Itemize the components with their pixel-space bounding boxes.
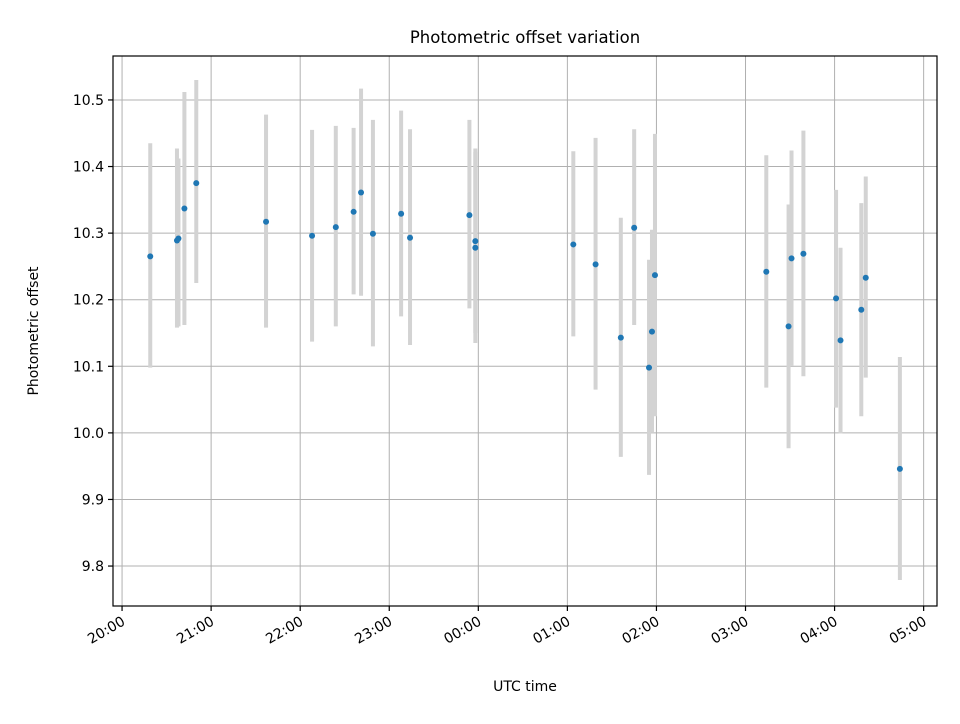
y-tick-label: 9.9: [82, 492, 104, 508]
data-point: [837, 337, 844, 344]
y-tick-label: 10.1: [73, 359, 104, 375]
data-point: [398, 210, 405, 217]
data-point: [646, 364, 653, 371]
data-point: [592, 261, 599, 268]
chart-title: Photometric offset variation: [410, 28, 640, 47]
data-point: [263, 218, 270, 225]
data-point: [833, 295, 840, 302]
data-point: [785, 323, 792, 330]
y-tick-label: 10.3: [73, 226, 104, 242]
data-point: [862, 274, 869, 281]
data-point: [651, 272, 658, 279]
data-point: [369, 230, 376, 237]
data-point: [858, 306, 865, 313]
plot-frame: [112, 55, 938, 607]
data-point: [788, 255, 795, 262]
y-tick-label: 10.5: [73, 93, 104, 109]
data-point: [896, 465, 903, 472]
data-point: [309, 232, 316, 239]
y-tick-label: 10.2: [73, 293, 104, 309]
data-point: [193, 180, 200, 187]
grid: [113, 56, 937, 606]
data-point: [407, 234, 414, 241]
data-point: [472, 238, 479, 245]
data-point: [147, 253, 154, 260]
data-point: [648, 328, 655, 335]
data-point: [800, 250, 807, 257]
data-point: [763, 268, 770, 275]
data-points: [147, 180, 903, 472]
y-tick-label: 10.4: [73, 160, 104, 176]
data-point: [617, 334, 624, 341]
data-point: [181, 205, 188, 212]
y-tick-label: 10.0: [73, 426, 104, 442]
data-point: [631, 224, 638, 231]
data-point: [350, 208, 357, 215]
data-point: [358, 189, 365, 196]
data-point: [570, 241, 577, 248]
data-point: [175, 235, 182, 242]
data-point: [332, 224, 339, 231]
data-point: [466, 212, 473, 219]
y-tick-label: 9.8: [82, 559, 104, 575]
data-point: [472, 244, 479, 251]
x-axis-label: UTC time: [493, 679, 557, 695]
y-axis-ticks: 9.8 9.9 10.0 10.1 10.2 10.3 10.4 10.5: [73, 93, 113, 575]
y-axis-label: Photometric offset: [26, 266, 42, 396]
